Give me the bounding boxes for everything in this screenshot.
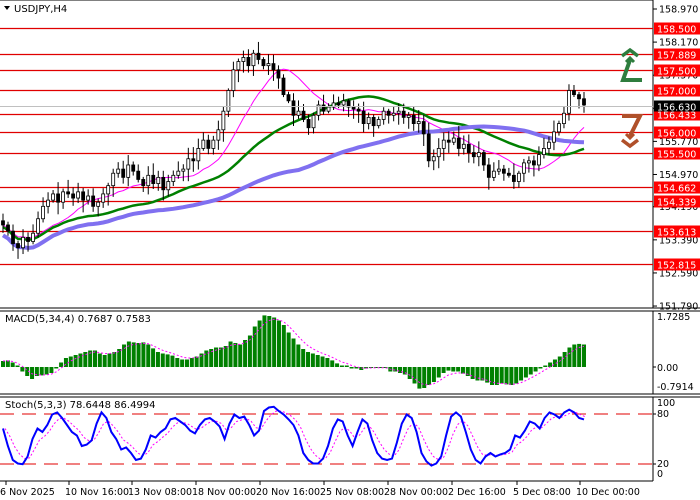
svg-text:156.630: 156.630 (657, 103, 696, 114)
level-label-bg (654, 22, 700, 35)
ma-fast-line (2, 68, 585, 239)
macd-axis-zero: 0.00 (657, 363, 678, 374)
level-label: 157.000 (657, 87, 696, 98)
time-tick-label: 20 Nov 16:00 (256, 487, 320, 498)
symbol-title[interactable]: USDJPY,H4 (4, 4, 67, 15)
level-label-bg (654, 147, 700, 160)
macd-axis-min: -0.7914 (657, 382, 694, 393)
time-tick-label: 5 Dec 08:00 (513, 487, 571, 498)
price-tick-label: 154.190 (659, 202, 698, 213)
macd-label: MACD(5,34,4) 0.7687 0.7583 (5, 314, 151, 325)
macd-signal-line (2, 318, 585, 386)
stoch-axis-100: 100 (657, 398, 675, 409)
current-price-label: 156.630 (654, 100, 700, 114)
level-label: 156.433 (657, 111, 696, 122)
level-label-bg (654, 225, 700, 238)
time-tick-label: 18 Nov 00:00 (192, 487, 256, 498)
time-tick-label: 10 Dec 00:00 (576, 487, 640, 498)
level-label: 157.889 (657, 51, 696, 62)
arrow-down-icon (620, 114, 644, 149)
time-tick-label: 28 Nov 00:00 (384, 487, 448, 498)
level-label: 152.815 (657, 261, 696, 272)
level-label: 154.662 (657, 184, 696, 195)
time-tick-label: 2 Dec 16:00 (448, 487, 506, 498)
time-tick-label: 25 Nov 08:00 (320, 487, 384, 498)
level-label: 155.500 (657, 150, 696, 161)
price-tick-label: 158.170 (659, 38, 698, 49)
level-label: 154.339 (657, 198, 696, 209)
ma-slow-line (1, 124, 585, 251)
macd-axis-max: 1.7285 (657, 312, 690, 323)
horizontal-levels (0, 27, 653, 266)
price-tick-label: 158.970 (659, 5, 698, 16)
macd-panel[interactable]: MACD(5,34,4) 0.7687 0.7583 1.7285 0.00 -… (1, 311, 694, 394)
price-tick-label: 154.970 (659, 170, 698, 181)
level-label-bg (654, 195, 700, 208)
stoch-axis-0: 0 (657, 469, 663, 480)
level-label: 156.000 (657, 129, 696, 140)
price-tick-label: 152.590 (659, 268, 698, 279)
price-tick-label: 155.770 (659, 137, 698, 148)
level-label: 153.613 (657, 228, 696, 239)
price-tick-label: 153.390 (659, 235, 698, 246)
stoch-axis-20: 20 (657, 459, 669, 470)
stochastic-panel[interactable]: Stoch(5,3,3) 78.6448 86.4994 100 80 20 0 (0, 397, 675, 481)
arrow-up-icon (620, 47, 642, 82)
level-label: 157.500 (657, 67, 696, 78)
level-label-bg (654, 84, 700, 97)
time-tick-label: 13 Nov 08:00 (128, 487, 192, 498)
main-price-panel[interactable] (0, 0, 654, 308)
stoch-main-line (2, 405, 585, 467)
price-tick-label: 151.790 (659, 302, 698, 313)
level-label-bg (654, 48, 700, 61)
stoch-axis-80: 80 (657, 409, 669, 420)
level-label-bg (654, 126, 700, 139)
macd-histogram (1, 315, 586, 389)
time-tick-label: 10 Nov 16:00 (65, 487, 129, 498)
level-label-bg (654, 64, 700, 77)
time-tick-label: 6 Nov 2025 (0, 487, 55, 498)
level-label: 158.500 (657, 25, 696, 36)
collapse-triangle-icon[interactable] (4, 6, 10, 10)
level-label-bg (654, 258, 700, 271)
level-label-bg (654, 181, 700, 194)
symbol-label: USDJPY,H4 (14, 4, 67, 15)
candlesticks (1, 41, 586, 259)
stoch-label: Stoch(5,3,3) 78.6448 86.4994 (5, 400, 156, 411)
